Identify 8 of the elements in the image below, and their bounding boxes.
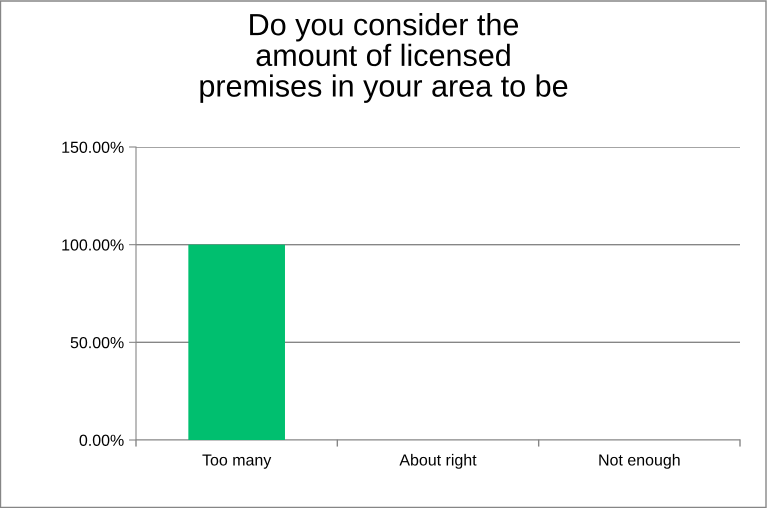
y-tick-label: 0.00%: [80, 434, 124, 446]
chart-title: Do you consider the amount of licensed premises in your area to be: [200, 13, 568, 103]
x-tick-label: Too many: [202, 454, 272, 469]
y-tick-label: 50.00%: [70, 336, 124, 348]
y-tick-label: 100.00%: [62, 239, 124, 251]
y-tick-label: 150.00%: [62, 142, 124, 153]
x-tick-label: Not enough: [599, 454, 680, 469]
x-tick-label: About right: [399, 454, 477, 469]
